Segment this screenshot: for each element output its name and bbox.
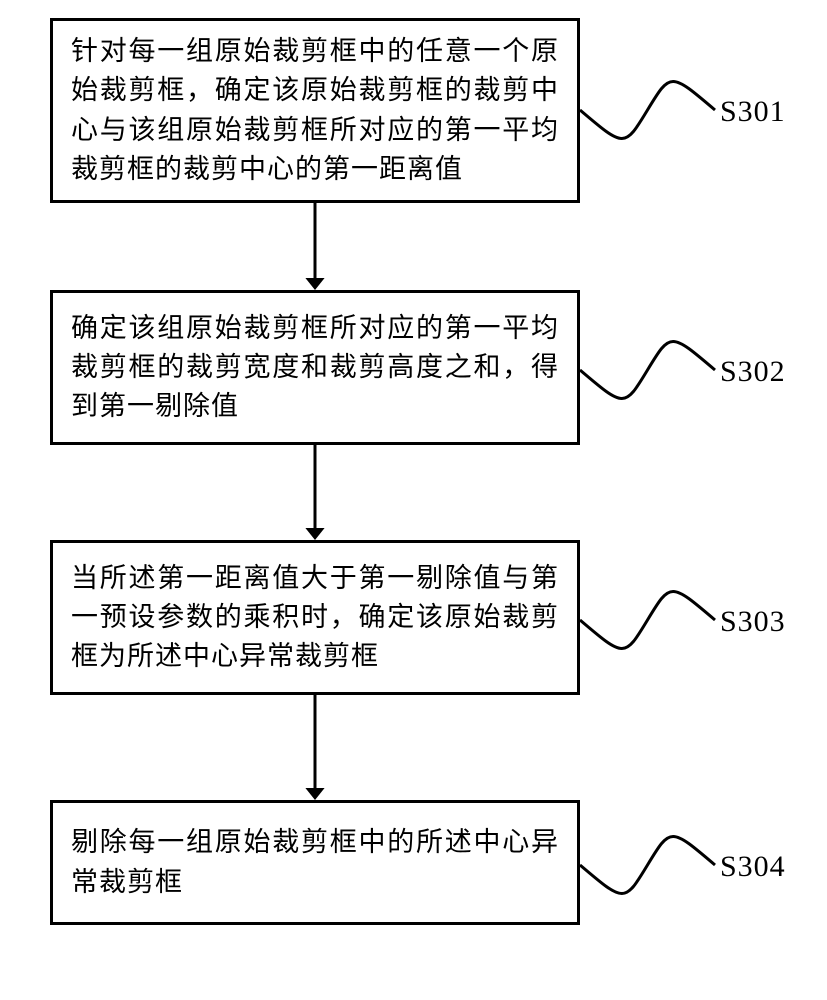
step-label-s301: S301 — [720, 95, 786, 129]
arrow-1-2 — [295, 203, 335, 290]
arrow-2-3 — [295, 445, 335, 540]
brace-s303 — [580, 579, 715, 661]
step-text-s301: 针对每一组原始裁剪框中的任意一个原始裁剪框，确定该原始裁剪框的裁剪中心与该组原始… — [71, 32, 559, 189]
brace-s302 — [580, 329, 715, 411]
step-box-s302: 确定该组原始裁剪框所对应的第一平均裁剪框的裁剪宽度和裁剪高度之和，得到第一剔除值 — [50, 290, 580, 445]
step-label-s302: S302 — [720, 355, 786, 389]
arrow-3-4 — [295, 695, 335, 800]
step-box-s304: 剔除每一组原始裁剪框中的所述中心异常裁剪框 — [50, 800, 580, 925]
step-label-s303: S303 — [720, 605, 786, 639]
brace-s304 — [580, 824, 715, 906]
flowchart-canvas: 针对每一组原始裁剪框中的任意一个原始裁剪框，确定该原始裁剪框的裁剪中心与该组原始… — [0, 0, 827, 1000]
step-box-s303: 当所述第一距离值大于第一剔除值与第一预设参数的乘积时，确定该原始裁剪框为所述中心… — [50, 540, 580, 695]
brace-s301 — [580, 69, 715, 151]
step-label-s304: S304 — [720, 850, 786, 884]
step-text-s302: 确定该组原始裁剪框所对应的第一平均裁剪框的裁剪宽度和裁剪高度之和，得到第一剔除值 — [71, 309, 559, 426]
step-box-s301: 针对每一组原始裁剪框中的任意一个原始裁剪框，确定该原始裁剪框的裁剪中心与该组原始… — [50, 18, 580, 203]
step-text-s303: 当所述第一距离值大于第一剔除值与第一预设参数的乘积时，确定该原始裁剪框为所述中心… — [71, 559, 559, 676]
step-text-s304: 剔除每一组原始裁剪框中的所述中心异常裁剪框 — [71, 823, 559, 901]
